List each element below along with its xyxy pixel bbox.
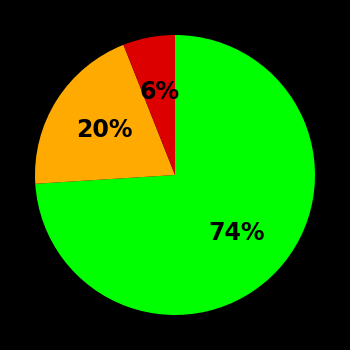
Text: 74%: 74%	[208, 220, 265, 245]
Wedge shape	[35, 45, 175, 184]
Text: 6%: 6%	[139, 80, 179, 105]
Text: 20%: 20%	[76, 118, 132, 142]
Wedge shape	[35, 35, 315, 315]
Wedge shape	[124, 35, 175, 175]
